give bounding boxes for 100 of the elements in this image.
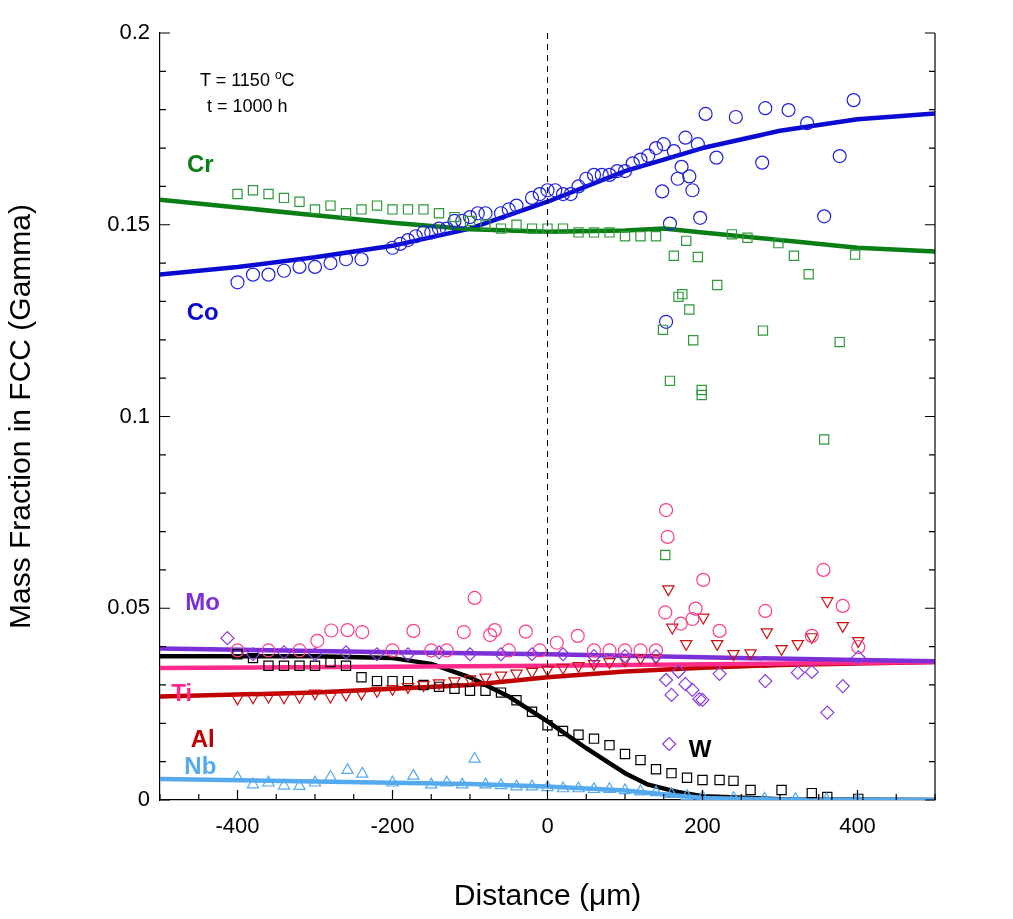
- point: [664, 687, 679, 703]
- point: [518, 624, 533, 639]
- point: [696, 389, 707, 401]
- point: [712, 623, 727, 638]
- point: [758, 603, 773, 619]
- point: [463, 675, 477, 687]
- point: [293, 692, 306, 704]
- point: [775, 645, 788, 656]
- x-tick-label: -400: [215, 813, 260, 839]
- point: [664, 375, 676, 387]
- point: [340, 660, 352, 671]
- annotation: T = 1150 $^{o}$C: [200, 67, 295, 92]
- point: [440, 775, 453, 787]
- point: [355, 624, 370, 640]
- point: [758, 674, 773, 689]
- point: [745, 784, 756, 796]
- point: [402, 675, 414, 687]
- point: [324, 692, 337, 704]
- point: [790, 665, 805, 680]
- point: [662, 585, 675, 597]
- point: [495, 223, 507, 234]
- point: [684, 304, 695, 315]
- point: [385, 643, 400, 658]
- point: [776, 784, 787, 796]
- point: [308, 775, 322, 787]
- y-tick-label: 0.2: [119, 19, 150, 45]
- point: [851, 650, 866, 665]
- point: [662, 736, 677, 752]
- point: [572, 661, 585, 673]
- point: [804, 628, 819, 643]
- point: [464, 215, 476, 227]
- point: [541, 780, 554, 792]
- point: [657, 324, 669, 336]
- point: [439, 643, 454, 658]
- point: [573, 729, 584, 740]
- point: [308, 689, 322, 701]
- point: [619, 231, 631, 242]
- point: [456, 624, 471, 640]
- point: [556, 663, 570, 675]
- y-tick-label: 0.05: [107, 594, 150, 620]
- point: [851, 639, 866, 655]
- point: [510, 779, 523, 791]
- x-tick-label: -200: [370, 813, 415, 839]
- point: [232, 649, 243, 660]
- point: [712, 666, 727, 681]
- y-axis-title: Mass Fraction in FCC (Gamma): [3, 203, 37, 630]
- point: [407, 768, 420, 780]
- point: [835, 598, 850, 614]
- point: [556, 781, 570, 793]
- point: [570, 628, 585, 643]
- point: [650, 231, 662, 242]
- point: [247, 652, 259, 664]
- point: [424, 643, 439, 658]
- point: [479, 777, 492, 789]
- point: [836, 622, 849, 633]
- point: [462, 647, 478, 662]
- point: [511, 219, 522, 230]
- point: [587, 782, 601, 794]
- point: [821, 597, 834, 609]
- point: [371, 200, 383, 211]
- point: [294, 660, 305, 671]
- point: [688, 601, 703, 616]
- point: [572, 781, 585, 793]
- x-axis-title: Distance (μm): [453, 878, 642, 912]
- point: [433, 208, 445, 219]
- point: [604, 739, 615, 751]
- point: [247, 185, 259, 196]
- point: [648, 643, 664, 658]
- point: [386, 684, 399, 696]
- point: [586, 649, 602, 664]
- point: [658, 672, 674, 688]
- y-tick-label: 0: [137, 786, 150, 812]
- point: [245, 647, 261, 662]
- point: [818, 434, 830, 445]
- point: [557, 223, 569, 234]
- point: [666, 767, 677, 779]
- y-tick-label: 0.15: [107, 210, 150, 236]
- point: [340, 623, 355, 638]
- point: [369, 647, 385, 662]
- point: [692, 251, 704, 263]
- point: [788, 250, 800, 262]
- point: [760, 628, 774, 640]
- point: [425, 777, 438, 789]
- point: [480, 685, 491, 696]
- point: [697, 613, 710, 625]
- point: [340, 208, 352, 219]
- point: [712, 279, 723, 291]
- point: [526, 223, 538, 234]
- x-tick-label: 200: [684, 813, 721, 839]
- point: [541, 665, 554, 677]
- point: [849, 249, 861, 260]
- point: [696, 572, 711, 587]
- point: [658, 502, 674, 518]
- point: [355, 689, 368, 701]
- point: [697, 774, 708, 786]
- point: [816, 562, 831, 577]
- point: [604, 227, 615, 238]
- point: [660, 529, 675, 545]
- point: [658, 605, 673, 620]
- point: [402, 204, 414, 215]
